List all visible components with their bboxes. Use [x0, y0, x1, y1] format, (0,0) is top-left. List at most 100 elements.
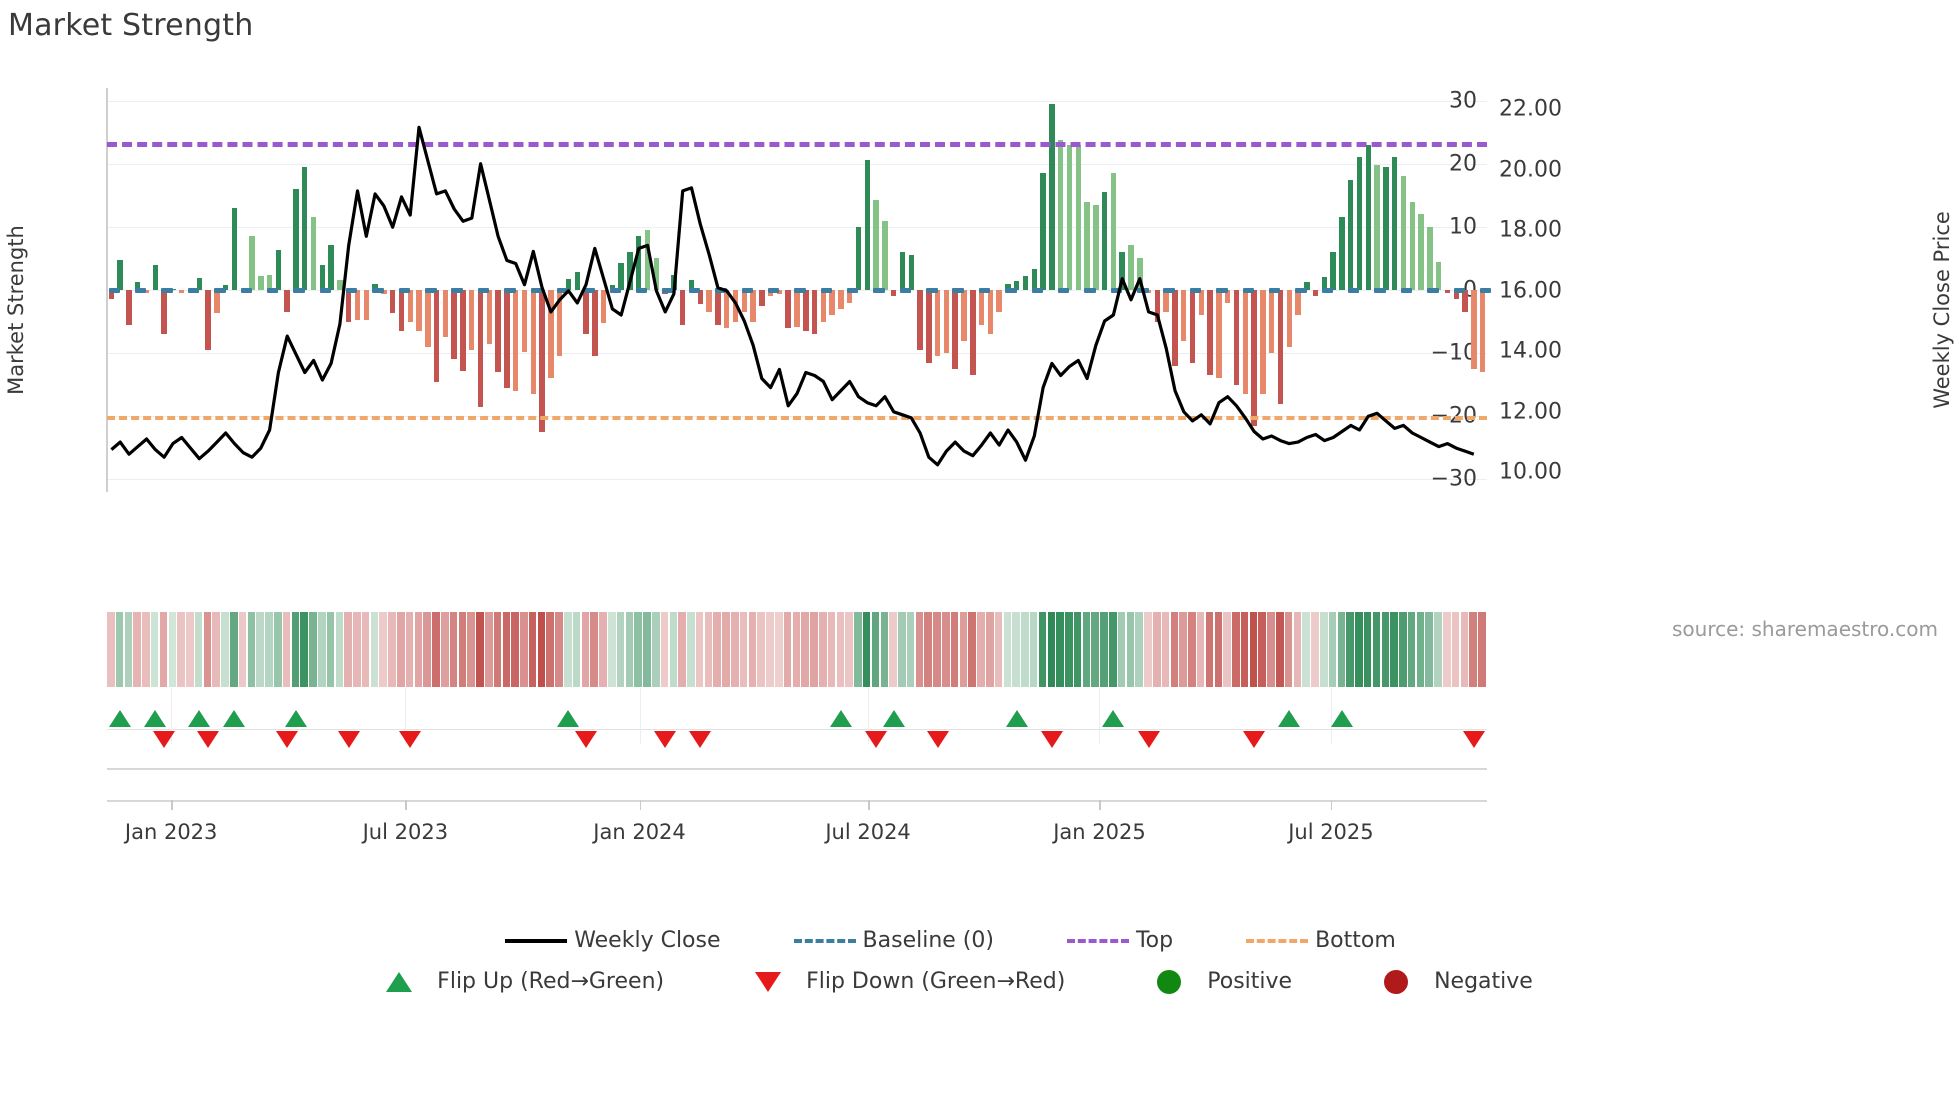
heat-cell: [1240, 612, 1249, 687]
baseline-segment: [319, 287, 332, 293]
baseline-segment: [293, 287, 305, 293]
strength-bar: [1251, 290, 1257, 426]
legend-item-top[interactable]: Top: [1060, 928, 1173, 953]
heat-cell: [818, 612, 827, 687]
strength-bar: [978, 290, 985, 325]
strength-bar: [345, 290, 352, 322]
baseline-segment: [1242, 287, 1254, 293]
strength-bar: [565, 278, 572, 290]
flip-down-marker: [337, 731, 360, 748]
heat-cell: [1047, 612, 1056, 687]
heat-cell: [1065, 612, 1073, 687]
baseline-segment: [583, 287, 595, 293]
heat-cell: [274, 612, 282, 687]
legend-item-flip-down[interactable]: Flip Down (Green→Red): [730, 969, 1065, 994]
baseline-segment: [556, 287, 569, 293]
strength-bar: [117, 259, 123, 290]
heat-cell: [379, 612, 388, 687]
heat-cell: [212, 612, 221, 687]
heat-cell: [230, 612, 238, 687]
strength-bar: [556, 290, 563, 357]
strength-bar: [337, 279, 343, 290]
axis-rule: [107, 800, 1487, 802]
strength-bar: [178, 290, 185, 294]
baseline-segment: [847, 287, 859, 293]
legend-label: Bottom: [1315, 928, 1396, 953]
legend-item-bottom[interactable]: Bottom: [1239, 928, 1396, 953]
y-axis-right-tick: 10.00: [1499, 459, 1562, 485]
heat-cell: [1161, 612, 1170, 687]
y-axis-right-tick: 16.00: [1499, 278, 1562, 304]
flip-down-marker: [1243, 731, 1266, 748]
strength-bar: [1181, 290, 1187, 341]
heat-cell: [783, 612, 792, 687]
strength-bar: [1101, 192, 1108, 290]
strength-bar: [1005, 283, 1011, 290]
baseline-segment: [767, 287, 780, 293]
x-axis-tick: Jul 2025: [1288, 820, 1374, 844]
heat-cell: [898, 612, 906, 687]
legend-item-negative[interactable]: Negative: [1358, 969, 1533, 994]
strength-bar: [196, 278, 202, 290]
legend-item-positive[interactable]: Positive: [1131, 969, 1292, 994]
heat-cell: [660, 612, 669, 687]
strength-bar: [1427, 226, 1433, 290]
baseline-segment: [1400, 287, 1413, 293]
strength-bar: [258, 276, 264, 290]
strength-bar: [1471, 290, 1477, 369]
legend-item-baseline[interactable]: Baseline (0): [787, 928, 994, 953]
strength-bar: [1400, 176, 1407, 290]
main-plot-area: 30 20 10 0 −10 −20 −30 22.00 20.00 18.00 16.00 14.0…: [106, 88, 1562, 492]
baseline-segment: [530, 287, 543, 293]
strength-bar: [214, 290, 220, 313]
heat-cell: [124, 612, 133, 687]
y-axis-left-tick: 20: [1449, 151, 1477, 177]
flip-up-marker: [223, 710, 246, 727]
strength-bar: [908, 254, 914, 290]
strength-bar: [609, 284, 616, 290]
x-minor-gridline: [405, 688, 407, 744]
heat-cell: [177, 612, 185, 687]
y-axis-left-tick: 30: [1449, 88, 1477, 114]
x-axis-tick-mark: [1330, 800, 1333, 810]
flip-down-marker: [654, 731, 677, 748]
heat-cell: [300, 612, 308, 687]
strength-bar: [1242, 290, 1248, 395]
flip-up-marker: [1005, 710, 1028, 727]
flip-up-marker: [1330, 710, 1353, 727]
heat-strip: [107, 612, 1487, 687]
heat-cell: [1284, 612, 1293, 687]
baseline-segment: [609, 287, 622, 293]
legend-item-weekly-close[interactable]: Weekly Close: [498, 928, 721, 953]
strength-bar: [1093, 204, 1099, 290]
strength-bar: [486, 290, 493, 344]
strength-bar: [1304, 282, 1310, 290]
heat-cell: [317, 612, 326, 687]
flip-down-marker: [1137, 731, 1160, 748]
strength-bar: [1312, 290, 1319, 297]
flip-markers-panel: [107, 688, 1487, 762]
strength-bar: [1128, 244, 1134, 290]
baseline-segment: [425, 287, 437, 293]
strength-bar: [126, 290, 132, 326]
y-axis-right-tick: 22.00: [1499, 96, 1562, 122]
strength-bar: [644, 230, 651, 290]
baseline-segment: [1479, 287, 1492, 293]
heat-cell: [326, 612, 335, 687]
heat-cell: [159, 612, 168, 687]
heat-cell: [1399, 612, 1407, 687]
baseline-segment: [741, 287, 753, 293]
heat-cell: [1249, 612, 1258, 687]
strength-bar: [1260, 290, 1266, 395]
strength-bar: [161, 290, 167, 335]
gridline: [107, 100, 1487, 102]
heat-cell: [572, 612, 581, 687]
heat-cell: [994, 612, 1003, 687]
legend-item-flip-up[interactable]: Flip Up (Red→Green): [361, 969, 664, 994]
heat-cell: [651, 612, 660, 687]
heat-cell: [968, 612, 976, 687]
baseline-segment: [873, 287, 885, 293]
strength-bar: [1268, 290, 1275, 354]
y-axis-right-tick: 14.00: [1499, 338, 1562, 364]
heat-cell: [256, 612, 264, 687]
